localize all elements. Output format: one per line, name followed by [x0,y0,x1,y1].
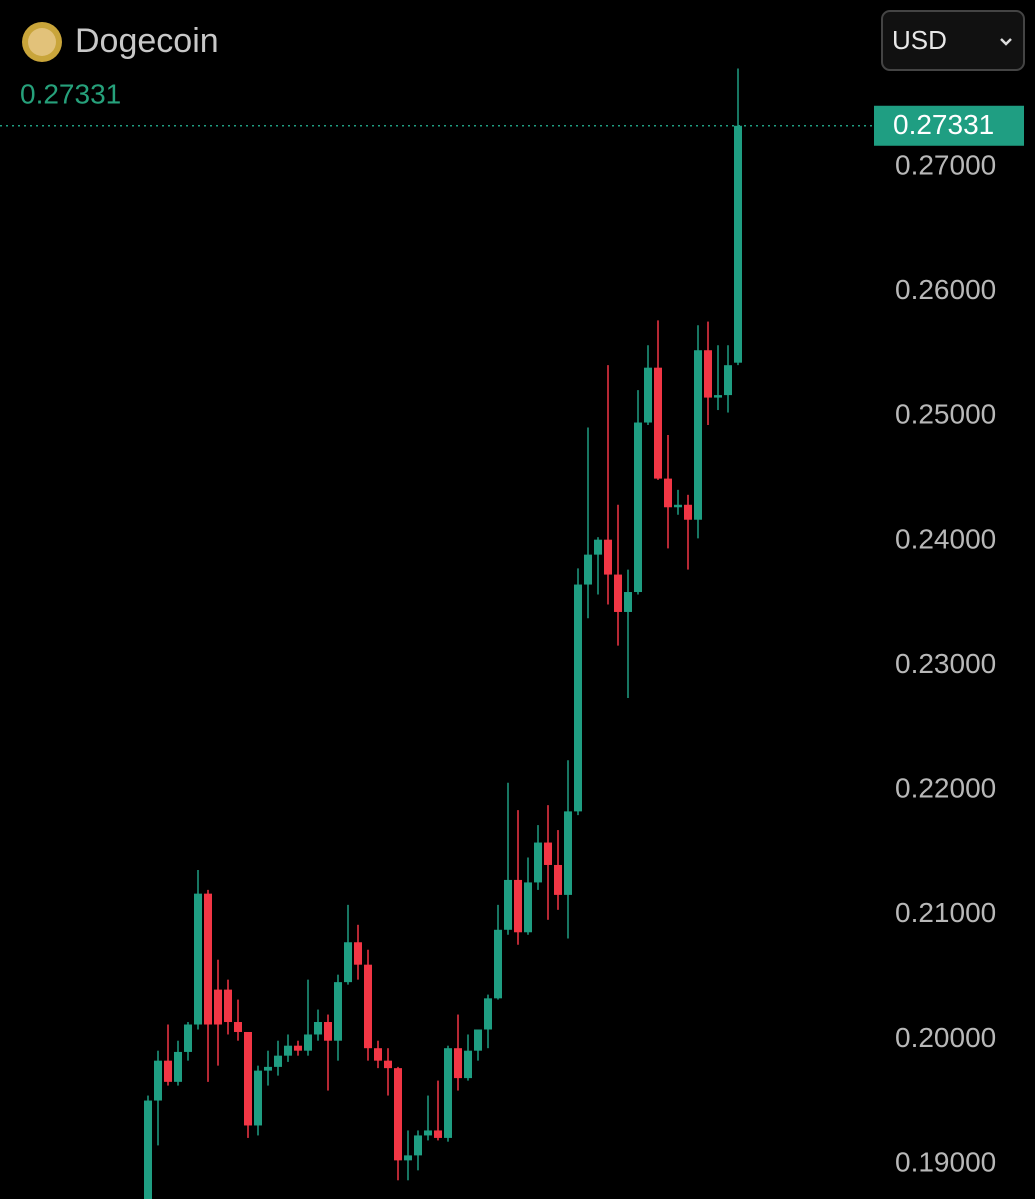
y-tick-label: 0.27000 [895,149,996,180]
candle-body [214,989,222,1025]
candle-body [644,367,652,423]
candle-body [614,574,622,612]
currency-label: USD [892,25,947,55]
candle-body [584,554,592,585]
candle-body [444,1048,452,1138]
coin-icon-inner [28,28,56,56]
candle-body [704,350,712,398]
candle-body [284,1045,292,1056]
candle-body [234,1022,242,1032]
candle-body [574,584,582,812]
candle-body [164,1060,172,1082]
coin-name: Dogecoin [75,22,219,60]
candle-body [254,1070,262,1126]
candle-body [424,1130,432,1136]
candle-body [404,1155,412,1161]
candle-body [374,1048,382,1061]
candle-body [724,365,732,396]
candle-body [394,1068,402,1161]
currency-select[interactable] [881,10,1025,71]
candle-body [184,1024,192,1052]
candle-body [494,929,502,999]
candle-body [364,964,372,1049]
y-tick-label: 0.22000 [895,773,996,804]
candle-body [344,942,352,983]
y-tick-label: 0.25000 [895,399,996,430]
y-tick-label: 0.23000 [895,648,996,679]
candle-body [554,864,562,895]
current-price: 0.27331 [20,78,121,109]
candle-body [174,1051,182,1082]
candle-body [564,811,572,895]
candle-body [294,1045,302,1051]
candle-body [354,942,362,965]
y-tick-label: 0.19000 [895,1146,996,1177]
candle-body [534,842,542,883]
candle-body [694,350,702,520]
candle-body [384,1060,392,1069]
candle-body [414,1135,422,1156]
candle-body [524,882,532,933]
candle-body [154,1060,162,1101]
candle-body [304,1034,312,1051]
candle-body [324,1022,332,1041]
candle-body [664,478,672,508]
candle-body [204,893,212,1025]
candle-body [624,592,632,612]
candle-body [714,395,722,398]
candle-body [484,998,492,1030]
candle-body [224,989,232,1023]
candle-body [264,1066,272,1071]
candle-body [274,1055,282,1067]
candle-body [434,1130,442,1138]
price-tag-label: 0.27331 [893,109,994,140]
price-tag [874,105,1024,146]
candle-body [474,1029,482,1051]
candle-body [464,1050,472,1079]
candle-body [734,125,742,363]
y-tick-label: 0.21000 [895,897,996,928]
candle-body [144,1100,152,1199]
candle-body [334,982,342,1041]
candle-body [604,539,612,575]
candle-body [454,1048,462,1079]
dropdown-chevron [1000,38,1012,46]
candle-body [634,422,642,593]
candle-body [514,879,522,933]
y-tick-label: 0.24000 [895,523,996,554]
candle-body [504,879,512,930]
candle-body [244,1031,252,1126]
candle-body [594,539,602,555]
candle-body [674,504,682,508]
candle-body [544,842,552,865]
y-tick-label: 0.26000 [895,274,996,305]
plot-area [144,68,879,1199]
y-tick-label: 0.20000 [895,1022,996,1053]
candle-body [684,504,692,520]
candle-body [194,893,202,1025]
candle-body [314,1022,322,1035]
candle-body [654,367,662,479]
